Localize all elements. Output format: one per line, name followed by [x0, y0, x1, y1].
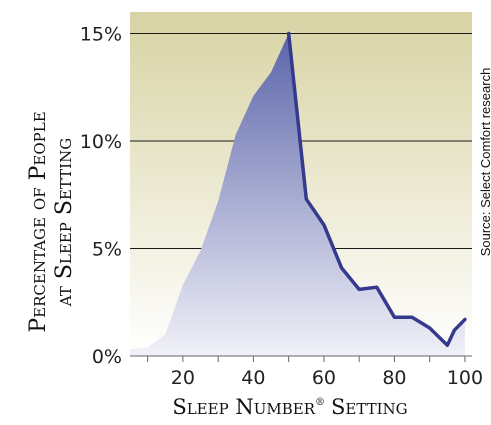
y-tick-label: 5% — [92, 239, 122, 261]
registered-mark: ® — [315, 397, 325, 408]
x-axis-title: Sleep Number® Setting — [172, 395, 407, 419]
y-axis-title-line1: Percentage of People — [26, 111, 51, 332]
x-tick-label: 20 — [171, 367, 195, 389]
y-tick-label: 10% — [80, 131, 122, 153]
y-axis-ticks: 0% 5% 10% 15% — [80, 24, 122, 369]
y-tick-label: 15% — [80, 24, 122, 46]
x-tick-label: 60 — [312, 367, 336, 389]
x-tick-label: 80 — [382, 367, 406, 389]
x-axis-title-main: Sleep Number — [172, 395, 315, 419]
source-note: Source: Select Comfort research — [478, 68, 491, 257]
x-axis-title-tail: Setting — [331, 395, 408, 419]
y-tick-label: 0% — [92, 346, 122, 368]
y-axis-title-line2: at Sleep Setting — [52, 138, 77, 307]
x-axis-ticks: 20 40 60 80 100 — [147, 356, 483, 389]
x-tick-label: 100 — [447, 367, 483, 389]
data-area — [130, 33, 465, 356]
data-edge-line — [286, 31, 467, 347]
x-tick-label: 40 — [241, 367, 265, 389]
